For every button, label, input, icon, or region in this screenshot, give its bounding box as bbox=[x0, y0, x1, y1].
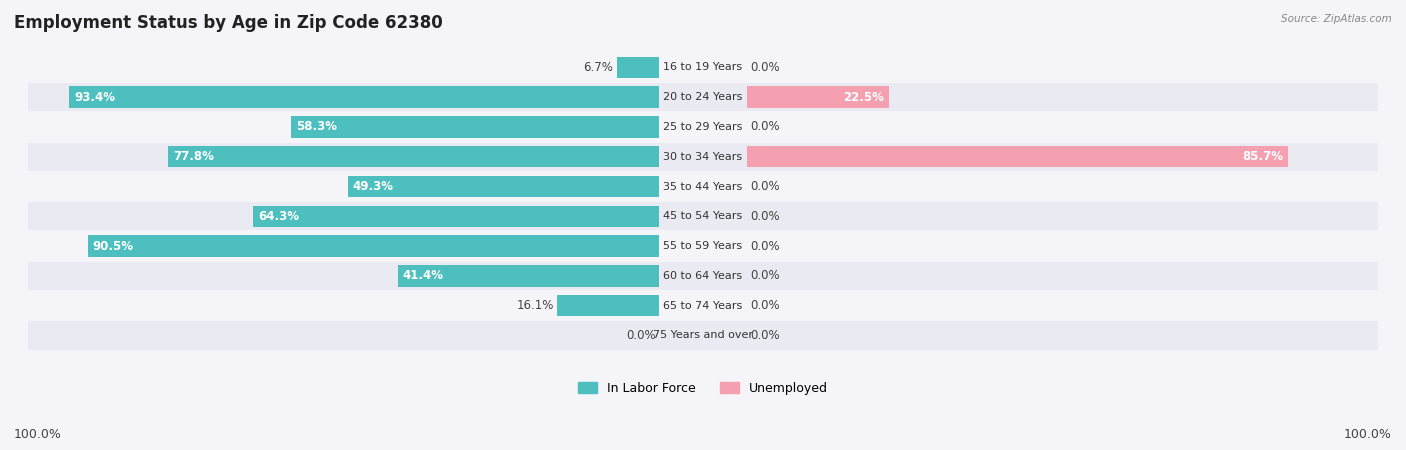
Bar bbox=[253, 206, 659, 227]
Text: 22.5%: 22.5% bbox=[844, 90, 884, 104]
Text: Employment Status by Age in Zip Code 62380: Employment Status by Age in Zip Code 623… bbox=[14, 14, 443, 32]
Text: 20 to 24 Years: 20 to 24 Years bbox=[664, 92, 742, 102]
Text: 58.3%: 58.3% bbox=[295, 121, 337, 134]
Text: 45 to 54 Years: 45 to 54 Years bbox=[664, 212, 742, 221]
Text: 100.0%: 100.0% bbox=[1344, 428, 1392, 441]
Bar bbox=[28, 143, 1378, 171]
Bar bbox=[616, 57, 659, 78]
Text: 0.0%: 0.0% bbox=[751, 121, 780, 134]
Text: 0.0%: 0.0% bbox=[626, 329, 655, 342]
Bar bbox=[28, 172, 1378, 201]
Text: 90.5%: 90.5% bbox=[93, 240, 134, 252]
Bar bbox=[28, 292, 1378, 320]
Text: 0.0%: 0.0% bbox=[751, 240, 780, 252]
Bar bbox=[557, 295, 659, 316]
Text: 0.0%: 0.0% bbox=[751, 180, 780, 193]
Text: 30 to 34 Years: 30 to 34 Years bbox=[664, 152, 742, 162]
Text: 55 to 59 Years: 55 to 59 Years bbox=[664, 241, 742, 251]
Text: Source: ZipAtlas.com: Source: ZipAtlas.com bbox=[1281, 14, 1392, 23]
Text: 35 to 44 Years: 35 to 44 Years bbox=[664, 181, 742, 192]
Bar bbox=[28, 262, 1378, 290]
Bar bbox=[28, 321, 1378, 350]
Text: 85.7%: 85.7% bbox=[1241, 150, 1284, 163]
Text: 64.3%: 64.3% bbox=[259, 210, 299, 223]
Bar bbox=[167, 146, 659, 167]
Text: 25 to 29 Years: 25 to 29 Years bbox=[664, 122, 742, 132]
Text: 16 to 19 Years: 16 to 19 Years bbox=[664, 63, 742, 72]
Text: 0.0%: 0.0% bbox=[751, 61, 780, 74]
Text: 77.8%: 77.8% bbox=[173, 150, 214, 163]
Bar bbox=[291, 116, 659, 138]
Text: 49.3%: 49.3% bbox=[353, 180, 394, 193]
Text: 6.7%: 6.7% bbox=[583, 61, 613, 74]
Text: 60 to 64 Years: 60 to 64 Years bbox=[664, 271, 742, 281]
Bar bbox=[398, 265, 659, 287]
Bar bbox=[87, 235, 659, 257]
Text: 0.0%: 0.0% bbox=[751, 270, 780, 283]
Bar bbox=[28, 113, 1378, 141]
Legend: In Labor Force, Unemployed: In Labor Force, Unemployed bbox=[572, 377, 834, 400]
Bar bbox=[747, 146, 1288, 167]
Bar bbox=[347, 176, 659, 197]
Bar bbox=[69, 86, 659, 108]
Bar bbox=[28, 53, 1378, 81]
Text: 0.0%: 0.0% bbox=[751, 210, 780, 223]
Bar bbox=[747, 86, 889, 108]
Text: 93.4%: 93.4% bbox=[75, 90, 115, 104]
Text: 0.0%: 0.0% bbox=[751, 299, 780, 312]
Text: 41.4%: 41.4% bbox=[402, 270, 443, 283]
Bar bbox=[28, 83, 1378, 111]
Text: 65 to 74 Years: 65 to 74 Years bbox=[664, 301, 742, 310]
Text: 0.0%: 0.0% bbox=[751, 329, 780, 342]
Bar bbox=[28, 202, 1378, 230]
Text: 75 Years and over: 75 Years and over bbox=[652, 330, 754, 341]
Text: 16.1%: 16.1% bbox=[516, 299, 554, 312]
Bar bbox=[28, 232, 1378, 260]
Text: 100.0%: 100.0% bbox=[14, 428, 62, 441]
